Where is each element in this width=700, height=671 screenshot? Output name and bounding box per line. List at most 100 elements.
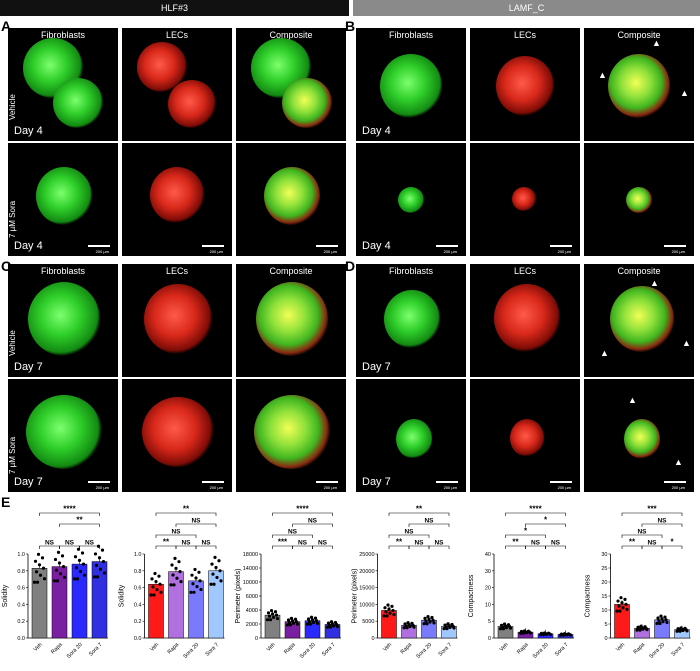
data-point bbox=[189, 590, 193, 594]
column-label: LECs bbox=[165, 30, 188, 40]
data-point bbox=[172, 583, 176, 587]
scale-text: 200 µm bbox=[671, 485, 685, 490]
significance-bracket bbox=[428, 545, 450, 549]
bar bbox=[31, 568, 48, 639]
significance-label: NS bbox=[308, 518, 318, 525]
data-point bbox=[294, 620, 299, 624]
panel-letter-e: E bbox=[1, 494, 11, 510]
data-point bbox=[568, 633, 573, 637]
y-tick-label: 18000 bbox=[243, 552, 258, 558]
arrowhead-icon: ▲ bbox=[682, 338, 691, 348]
data-point bbox=[619, 596, 623, 600]
column-label: LECs bbox=[513, 266, 536, 276]
significance-label: *** bbox=[647, 505, 657, 514]
data-point bbox=[402, 626, 406, 630]
data-point bbox=[656, 616, 660, 620]
x-tick-label: Sora 7 bbox=[671, 642, 687, 658]
significance-bracket bbox=[272, 534, 313, 538]
day-label: Day 7 bbox=[362, 476, 391, 488]
data-point bbox=[615, 609, 619, 613]
data-point bbox=[173, 556, 177, 560]
y-tick-label: 10 bbox=[601, 608, 607, 614]
micrograph-a-fibroblasts-sora: 7 µM Sora Day 4 200 µm bbox=[8, 143, 118, 256]
data-point bbox=[211, 572, 215, 576]
significance-label: *** bbox=[278, 538, 288, 547]
micrograph-d-composite-vehicle: Composite ▲ ▲ ▲ bbox=[584, 264, 694, 377]
data-point bbox=[53, 557, 58, 562]
arrowhead-icon: ▲ bbox=[652, 38, 661, 48]
data-point bbox=[286, 618, 291, 622]
data-point bbox=[432, 621, 436, 625]
data-point bbox=[81, 562, 86, 566]
significance-label: NS bbox=[201, 540, 211, 547]
y-tick-label: 0.4 bbox=[17, 602, 25, 608]
significance-bracket bbox=[525, 523, 566, 527]
data-point bbox=[275, 616, 280, 621]
scale-text: 200 µm bbox=[95, 249, 109, 254]
significance-label: NS bbox=[191, 518, 201, 525]
data-point bbox=[100, 548, 105, 552]
significance-label: **** bbox=[63, 505, 76, 514]
data-point bbox=[218, 569, 222, 573]
data-point bbox=[198, 579, 202, 583]
y-tick-label: 0.0 bbox=[17, 636, 25, 642]
data-point bbox=[150, 577, 154, 581]
y-tick-label: 25 bbox=[601, 566, 607, 572]
y-axis-label: Perimeter (pixels) bbox=[352, 569, 359, 624]
significance-label: NS bbox=[298, 540, 308, 547]
row-label-sora: 7 µM Sora bbox=[8, 436, 17, 474]
data-point bbox=[311, 620, 316, 625]
scale-text: 200 µm bbox=[209, 485, 223, 490]
data-point bbox=[425, 622, 429, 626]
day-label: Day 4 bbox=[14, 240, 43, 252]
data-point bbox=[41, 566, 46, 570]
data-point bbox=[40, 556, 45, 560]
data-point bbox=[685, 629, 689, 633]
data-point bbox=[645, 628, 649, 632]
y-axis-label: Compactness bbox=[585, 574, 592, 617]
data-point bbox=[285, 623, 290, 627]
y-tick-label: 15 bbox=[601, 594, 607, 600]
micrograph-c-composite-sora: 200 µm bbox=[236, 379, 346, 492]
data-point bbox=[217, 559, 221, 563]
data-point bbox=[195, 584, 199, 589]
data-point bbox=[448, 625, 452, 630]
significance-bracket bbox=[155, 512, 217, 516]
y-tick-label: 20000 bbox=[359, 569, 374, 575]
significance-label: NS bbox=[181, 540, 191, 547]
arrowhead-icon: ▲ bbox=[598, 70, 607, 80]
x-tick-label: Sora 20 bbox=[66, 642, 84, 660]
significance-label: NS bbox=[424, 518, 434, 525]
header-lamf-c: LAMF_C bbox=[353, 0, 700, 16]
arrowhead-icon: ▲ bbox=[628, 395, 637, 405]
significance-label: ** bbox=[183, 505, 190, 514]
data-point bbox=[151, 585, 155, 589]
arrowhead-icon: ▲ bbox=[680, 88, 689, 98]
significance-label: NS bbox=[45, 540, 55, 547]
significance-label: NS bbox=[637, 529, 647, 536]
micrograph-d-lecs-sora: 200 µm bbox=[470, 379, 580, 492]
x-tick-label: Rapa bbox=[283, 641, 297, 655]
y-axis-label: Solidity bbox=[2, 584, 9, 607]
row-label-vehicle: Vehicle bbox=[8, 330, 17, 356]
y-tick-label: 1.0 bbox=[17, 552, 25, 558]
micrograph-d-fibroblasts-sora: Day 7 200 µm bbox=[356, 379, 466, 492]
column-label: Fibroblasts bbox=[388, 266, 433, 276]
significance-bracket bbox=[621, 512, 683, 516]
micrograph-d-lecs-vehicle: LECs bbox=[470, 264, 580, 377]
data-point bbox=[170, 563, 174, 567]
bar bbox=[188, 580, 204, 639]
significance-bracket bbox=[39, 512, 100, 516]
y-axis-label: Compactness bbox=[468, 574, 475, 617]
day-label: Day 7 bbox=[362, 361, 391, 373]
data-point bbox=[93, 552, 98, 556]
y-tick-label: 1.0 bbox=[134, 552, 142, 558]
data-point bbox=[74, 566, 79, 570]
scale-text: 200 µm bbox=[323, 249, 337, 254]
data-point bbox=[388, 611, 392, 615]
micrograph-b-lecs-sora: 200 µm bbox=[470, 143, 580, 256]
data-point bbox=[179, 579, 183, 584]
data-point bbox=[412, 625, 416, 629]
micrograph-a-composite-vehicle: Composite bbox=[236, 28, 346, 141]
significance-label: * bbox=[524, 527, 528, 536]
